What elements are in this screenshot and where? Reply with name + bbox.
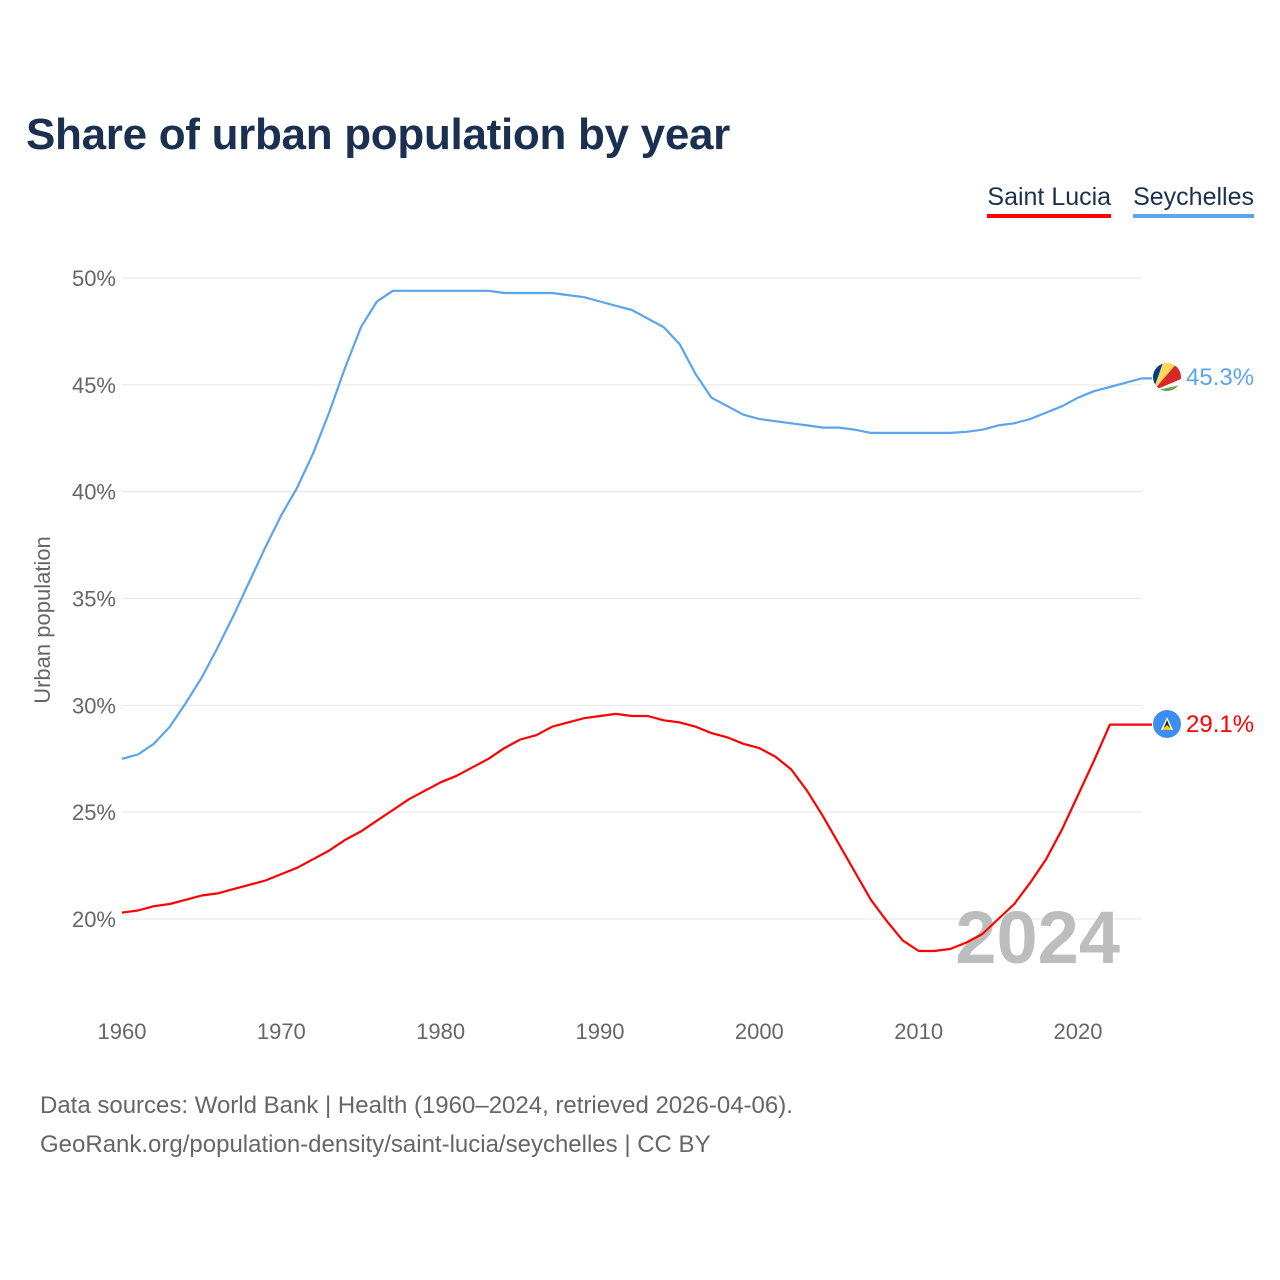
y-tick-label: 30% <box>72 693 116 718</box>
seychelles-flag-icon <box>1153 363 1181 391</box>
chart-title: Share of urban population by year <box>26 110 730 159</box>
y-tick-label: 20% <box>72 907 116 932</box>
y-tick-label: 40% <box>72 480 116 505</box>
y-tick-label: 25% <box>72 800 116 825</box>
y-tick-label: 35% <box>72 587 116 612</box>
y-tick-label: 50% <box>72 266 116 291</box>
x-tick-label: 2020 <box>1054 1019 1103 1044</box>
legend: Saint Lucia Seychelles <box>987 183 1254 218</box>
y-tick-label: 45% <box>72 373 116 398</box>
x-tick-label: 1960 <box>98 1019 147 1044</box>
legend-item-saint-lucia[interactable]: Saint Lucia <box>987 183 1112 218</box>
x-tick-label: 2000 <box>735 1019 784 1044</box>
source-link[interactable]: GeoRank.org/population-density/saint-luc… <box>40 1131 711 1158</box>
x-tick-label: 1970 <box>257 1019 306 1044</box>
saint-lucia-end-label: 29.1% <box>1186 711 1254 738</box>
data-source-text: Data sources: World Bank | Health (1960–… <box>40 1092 793 1119</box>
series-line-seychelles <box>121 289 1152 760</box>
footer: Data sources: World Bank | Health (1960–… <box>40 1086 793 1164</box>
legend-item-seychelles[interactable]: Seychelles <box>1133 183 1254 218</box>
x-tick-label: 1980 <box>416 1019 465 1044</box>
seychelles-end-label: 45.3% <box>1186 364 1254 391</box>
series-line-saint-lucia <box>121 712 1152 953</box>
saint-lucia-flag-icon <box>1153 710 1181 738</box>
watermark-year: 2024 <box>955 896 1120 979</box>
y-axis-label: Urban population <box>30 536 55 704</box>
x-tick-label: 1990 <box>576 1019 625 1044</box>
x-tick-label: 2010 <box>894 1019 943 1044</box>
